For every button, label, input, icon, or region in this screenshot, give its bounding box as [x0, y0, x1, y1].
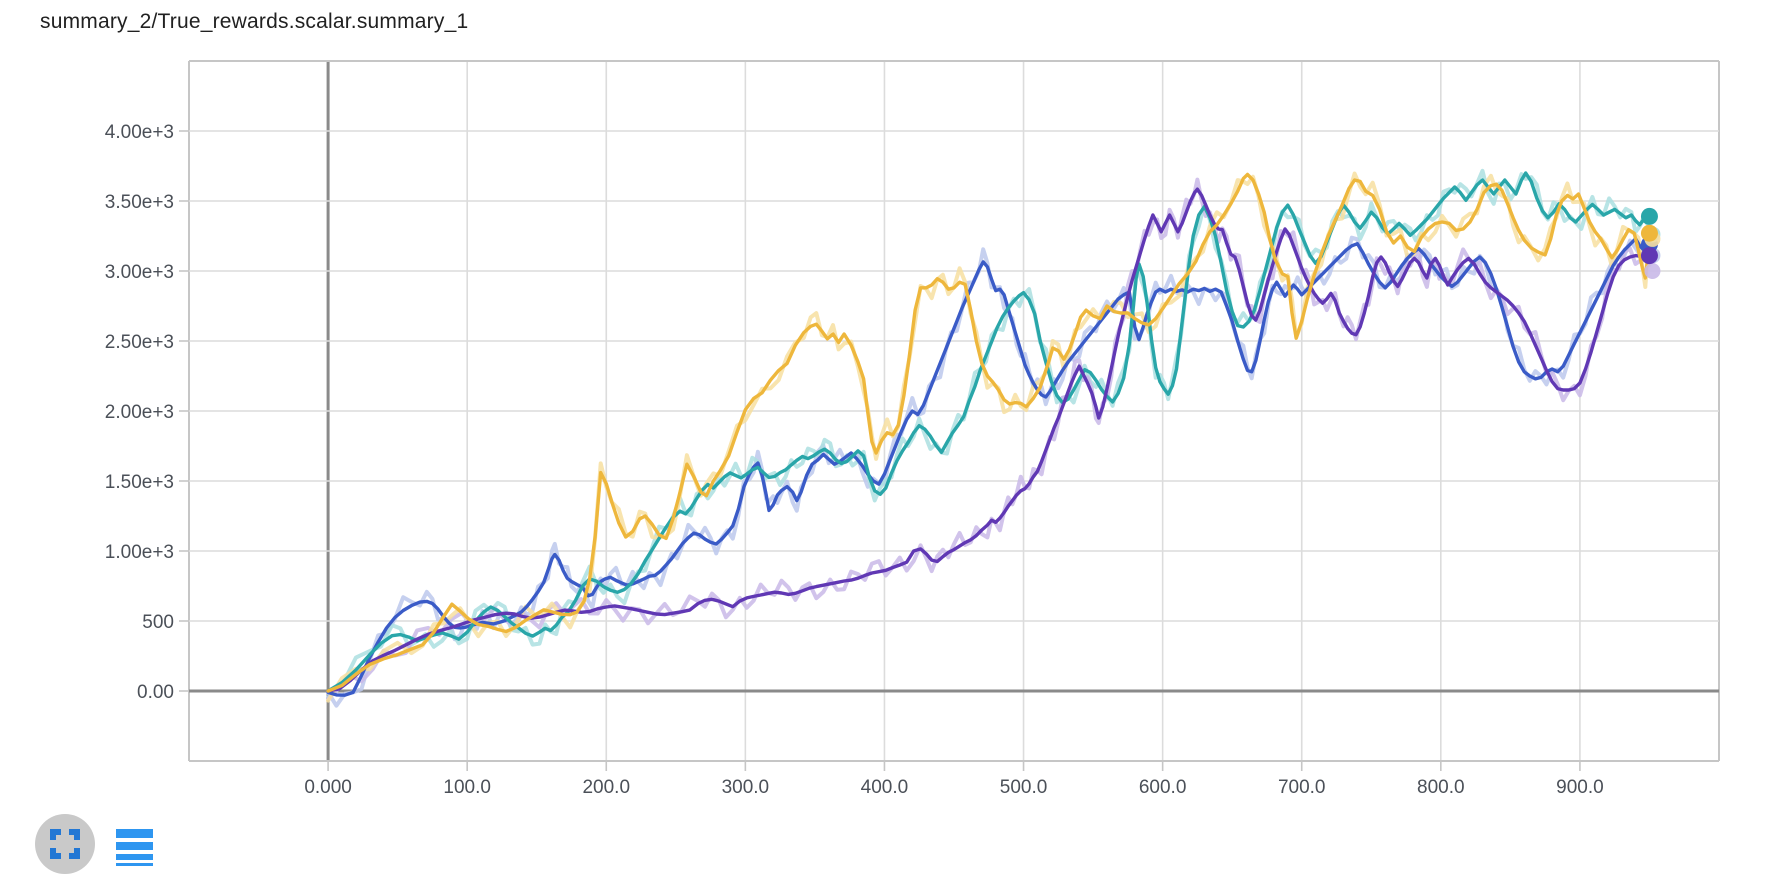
run-teal-line: [326, 171, 1652, 693]
y-axis-tick-label: 4.00e+3: [105, 122, 174, 143]
run-blue-raw-line: [326, 235, 1652, 708]
y-axis-tick-label: 2.50e+3: [105, 332, 174, 353]
fullscreen-icon: [50, 829, 80, 859]
y-axis-tick-label: 0.00: [137, 682, 174, 703]
fullscreen-button[interactable]: [35, 814, 95, 874]
y-axis-tick-label: 2.00e+3: [105, 402, 174, 423]
y-axis-tick-label: 1.50e+3: [105, 472, 174, 493]
x-axis-tick-label: 0.000: [304, 777, 352, 798]
y-axis-tick-label: 3.00e+3: [105, 262, 174, 283]
run-blue-line: [326, 237, 1652, 697]
chart-title: summary_2/True_rewards.scalar.summary_1: [40, 10, 469, 33]
menu-bar-icon: [116, 863, 153, 866]
menu-bar-icon: [116, 842, 153, 850]
x-axis-tick-label: 300.0: [722, 777, 770, 798]
x-axis-tick-label: 500.0: [1000, 777, 1048, 798]
run-gold-end-dot[interactable]: [1640, 224, 1658, 242]
run-purple-line: [326, 187, 1652, 693]
run-teal-end-dot[interactable]: [1640, 207, 1658, 225]
x-axis-tick-label: 400.0: [861, 777, 909, 798]
x-axis-tick-label: 600.0: [1139, 777, 1187, 798]
menu-bar-icon: [116, 854, 153, 860]
x-axis-tick-label: 800.0: [1417, 777, 1465, 798]
data-table-toggle-button[interactable]: [116, 829, 153, 867]
x-axis-tick-label: 100.0: [443, 777, 491, 798]
y-axis-tick-label: 500: [142, 612, 174, 633]
x-axis-tick-label: 700.0: [1278, 777, 1326, 798]
run-purple-raw-end-dot: [1644, 262, 1661, 279]
y-axis-tick-label: 3.50e+3: [105, 192, 174, 213]
y-axis-tick-label: 1.00e+3: [105, 542, 174, 563]
run-gold-line: [326, 172, 1652, 693]
x-axis-tick-label: 200.0: [582, 777, 630, 798]
reward-line-chart[interactable]: 0.000 100.0 200.0 300.0 400.0 500.0 600.0 700.0…: [0, 0, 1772, 810]
x-axis-tick-label: 900.0: [1556, 777, 1604, 798]
run-purple-end-dot[interactable]: [1640, 247, 1658, 265]
menu-bar-icon: [116, 829, 153, 838]
